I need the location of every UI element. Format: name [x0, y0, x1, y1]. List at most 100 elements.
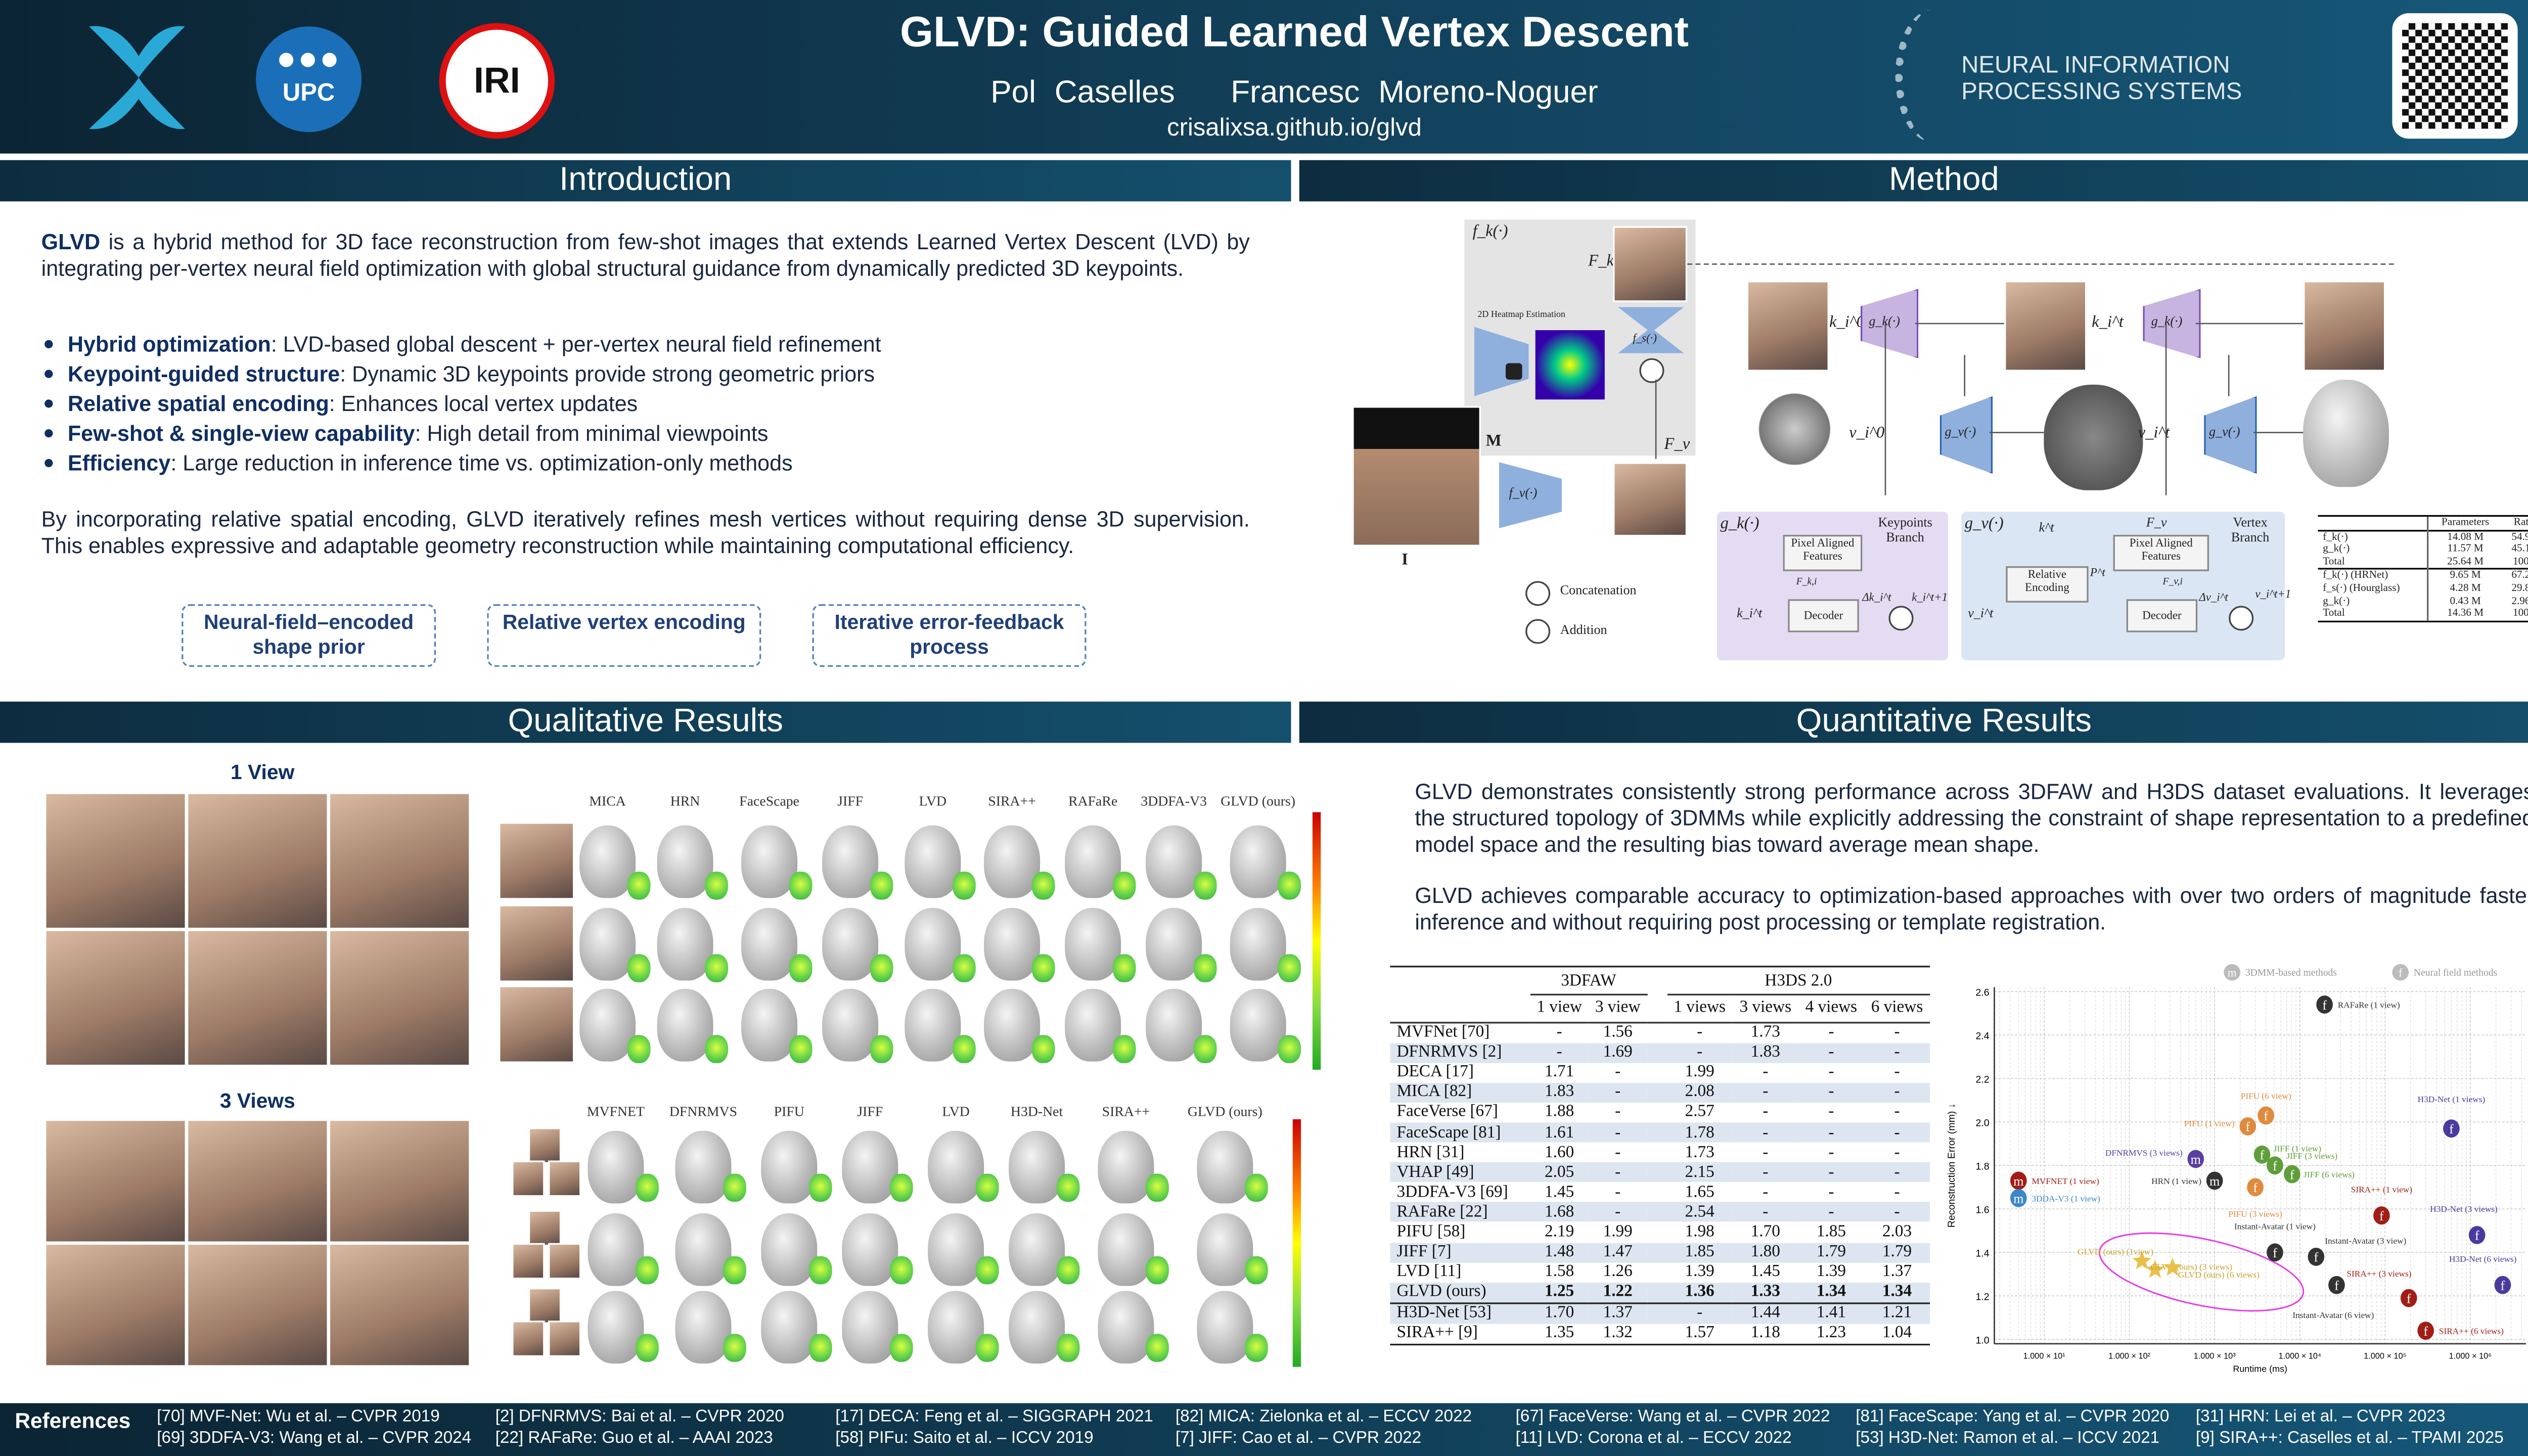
- table-cell: 1.71: [1545, 1063, 1574, 1082]
- label-Fv: F_v: [1664, 436, 1690, 454]
- data-point: [2468, 1225, 2486, 1244]
- data-point-label: GLVD (ours) (1view): [2078, 1247, 2153, 1256]
- legend-label: Neural field methods: [2414, 968, 2497, 978]
- data-point-marker-glyph: f: [2334, 1279, 2339, 1293]
- table-row: DFNRMVS [2] -1.69-1.83- -: [1390, 1042, 1930, 1063]
- bullet-dot-icon: [44, 399, 53, 408]
- table-cell: 1.83: [1530, 1082, 1589, 1103]
- intro-bullet: Few-shot & single-view capability: High …: [41, 421, 1263, 447]
- table-cell: -: [1894, 1063, 1900, 1082]
- group-h3ds: H3DS 2.0: [1666, 967, 1930, 995]
- table-cell: 1.37: [1882, 1263, 1912, 1282]
- table-cell: 1.88: [1545, 1103, 1574, 1122]
- method-name: DECA [17]: [1396, 1063, 1474, 1082]
- project-url[interactable]: crisalixsa.github.io/glvd: [1167, 114, 1422, 142]
- table-cell: -: [1828, 1103, 1834, 1122]
- method-name: RAFaRe [22]: [1390, 1202, 1530, 1222]
- reconstructed-mesh: [675, 1213, 732, 1286]
- data-point-marker-glyph: f: [2264, 1109, 2268, 1123]
- label-concat: Concatenation: [1560, 582, 1637, 598]
- data-point-label: Instant-Avatar (3 view): [2325, 1236, 2406, 1246]
- table-row: H3D-Net [53] 1.70 1.37-1.44 1.41 1.21: [1390, 1302, 1930, 1324]
- table-cell: 1.70: [1750, 1223, 1780, 1242]
- params-cell: f_k(·): [2318, 529, 2428, 543]
- table-cell: -: [1732, 1082, 1798, 1103]
- data-point-marker-glyph: f: [2290, 1167, 2294, 1182]
- reference-item: [70] MVF-Net: Wu et al. – CVPR 2019: [157, 1408, 440, 1427]
- label-Fv-b: F_v: [2146, 515, 2167, 530]
- error-heatmap: [1031, 1035, 1055, 1063]
- data-point: [2206, 1171, 2223, 1190]
- multiview-photo: [186, 1119, 329, 1243]
- table-cell: 1.79: [1864, 1242, 1930, 1262]
- table-cell: -: [1894, 1023, 1900, 1042]
- reference-item: [53] H3D-Net: Ramon et al. – ICCV 2021: [1856, 1429, 2160, 1448]
- pill-relative-encoding: Relative vertex encoding: [487, 604, 761, 667]
- intermediate-mesh: [2044, 384, 2143, 490]
- input-view: [548, 1321, 581, 1357]
- params-cell: 4.28 M: [2427, 582, 2502, 596]
- data-point: [2258, 1106, 2274, 1125]
- table-cell: -: [1732, 1162, 1798, 1182]
- params-row: Total 14.36 M 100%: [2318, 608, 2528, 620]
- reconstructed-mesh: [905, 825, 961, 898]
- data-point-marker-glyph: f: [2245, 1120, 2250, 1134]
- reconstructed-mesh: [928, 1213, 984, 1286]
- error-heatmap: [1193, 872, 1217, 900]
- error-heatmap: [890, 1334, 913, 1362]
- input-photo-with-keypoints: [328, 792, 471, 930]
- data-point-label: JIFF (6 views): [2304, 1170, 2355, 1179]
- label-dv: Δv_i^t: [2199, 590, 2228, 605]
- table-cell: -: [1798, 1042, 1864, 1063]
- table-cell: -: [1763, 1143, 1769, 1162]
- table-cell: 1.61: [1530, 1122, 1589, 1143]
- feature-stack-v: [1613, 462, 1688, 537]
- table-cell: 2.15: [1666, 1162, 1733, 1182]
- table-cell: 1.35: [1545, 1325, 1574, 1343]
- params-cell: g_k(·): [2323, 543, 2350, 555]
- table-cell: -: [1828, 1183, 1834, 1202]
- pixel-aligned-k: Pixel Aligned Features: [1783, 534, 1863, 571]
- reference-item: [7] JIFF: Cao et al. – CVPR 2022: [1175, 1429, 1422, 1448]
- data-point-marker-glyph: m: [2209, 1174, 2220, 1189]
- label-vi-b: v_i^t: [1968, 606, 1994, 621]
- label-addition: Addition: [1560, 622, 1607, 638]
- reconstructed-mesh: [928, 1130, 984, 1204]
- section-introduction: Introduction: [0, 160, 1291, 202]
- column-header: 1 views: [1666, 994, 1733, 1023]
- method-name: PIFU [58]: [1396, 1223, 1466, 1242]
- reconstructed-mesh: [822, 825, 879, 898]
- error-heatmap: [1146, 1173, 1169, 1202]
- table-cell: -: [1864, 1162, 1930, 1182]
- table-cell: 1.85: [1666, 1242, 1733, 1262]
- error-heatmap: [1056, 1173, 1080, 1202]
- pill-shape-prior: Neural-field–encoded shape prior: [182, 604, 436, 667]
- error-heatmap: [636, 1256, 659, 1285]
- reconstructed-mesh: [842, 1130, 898, 1204]
- reference-item: [67] FaceVerse: Wang et al. – CVPR 2022: [1515, 1408, 1830, 1427]
- data-point-marker-glyph: f: [2475, 1228, 2479, 1243]
- table-row: MVFNet [70] - 1.56 - 1.73 - -: [1390, 1022, 1930, 1042]
- table-cell: -: [1798, 1122, 1864, 1143]
- svg-text:f: f: [2399, 966, 2403, 979]
- reconstructed-mesh: [741, 907, 798, 981]
- error-heatmap: [627, 872, 651, 900]
- column-header: 4 views: [1798, 994, 1864, 1023]
- error-heatmap: [809, 1173, 832, 1202]
- label-Fvi: F_v,i: [2162, 577, 2183, 588]
- error-heatmap: [1031, 954, 1055, 982]
- label-gk-branch: g_k(·): [1720, 515, 1759, 533]
- table-cell: 1.34: [1864, 1282, 1930, 1303]
- table-row: FaceScape [81] 1.61-1.78- - -: [1390, 1122, 1930, 1143]
- params-row: g_k(·) 0.43 M 2.96%: [2318, 595, 2528, 608]
- table-cell: 1.98: [1685, 1223, 1714, 1242]
- data-point-label: Instant-Avatar (6 view): [2292, 1310, 2374, 1320]
- feature-stack-k: [1613, 226, 1688, 302]
- table-cell: 1.36: [1666, 1282, 1733, 1303]
- qr-code[interactable]: [2392, 13, 2518, 139]
- error-colorbar: [1292, 1119, 1301, 1367]
- params-cell: g_k(·): [2323, 595, 2350, 607]
- table-row: GLVD (ours) 1.25 1.22 1.36 1.33 1.34 1.34: [1390, 1282, 1930, 1303]
- error-heatmap: [975, 1173, 999, 1202]
- data-point-label: H3D-Net (6 views): [2449, 1254, 2517, 1264]
